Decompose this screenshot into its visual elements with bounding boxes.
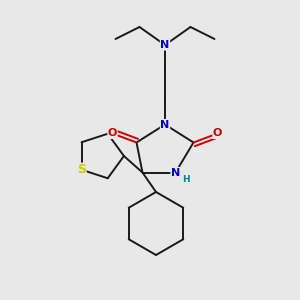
Text: S: S — [77, 163, 86, 176]
Text: N: N — [171, 167, 180, 178]
Text: N: N — [160, 40, 169, 50]
Text: O: O — [213, 128, 222, 139]
Text: H: H — [182, 175, 190, 184]
Text: O: O — [108, 128, 117, 139]
Text: N: N — [160, 119, 169, 130]
